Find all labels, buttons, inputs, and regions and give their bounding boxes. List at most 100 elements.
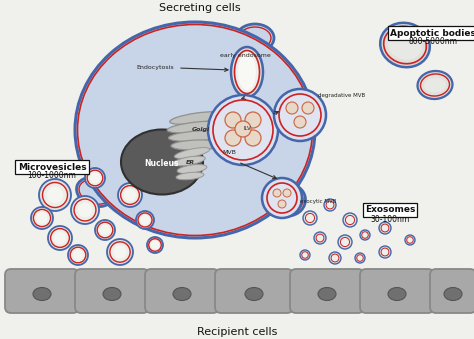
Circle shape xyxy=(365,205,375,215)
Circle shape xyxy=(357,255,363,261)
Ellipse shape xyxy=(231,47,263,97)
Circle shape xyxy=(300,250,310,260)
Ellipse shape xyxy=(420,74,449,96)
Circle shape xyxy=(147,237,163,253)
Circle shape xyxy=(405,235,415,245)
Text: Golgi: Golgi xyxy=(192,127,210,133)
Circle shape xyxy=(379,246,391,258)
Circle shape xyxy=(213,100,273,160)
Text: ILV: ILV xyxy=(243,126,251,131)
Circle shape xyxy=(274,89,326,141)
Ellipse shape xyxy=(121,129,203,195)
Circle shape xyxy=(305,214,315,222)
Text: exocytic MVB: exocytic MVB xyxy=(300,199,337,204)
Circle shape xyxy=(95,220,115,240)
Text: 800-5000nm: 800-5000nm xyxy=(409,38,457,46)
FancyBboxPatch shape xyxy=(145,269,219,313)
Circle shape xyxy=(267,183,297,213)
Circle shape xyxy=(34,210,51,226)
Circle shape xyxy=(70,247,86,263)
Circle shape xyxy=(329,252,341,264)
FancyBboxPatch shape xyxy=(215,269,293,313)
Ellipse shape xyxy=(33,287,51,300)
Circle shape xyxy=(379,222,391,234)
Circle shape xyxy=(121,186,139,204)
Circle shape xyxy=(262,178,302,218)
Ellipse shape xyxy=(171,140,223,150)
Circle shape xyxy=(279,94,321,136)
Circle shape xyxy=(149,239,161,251)
Circle shape xyxy=(235,121,251,137)
Ellipse shape xyxy=(388,287,406,300)
Circle shape xyxy=(225,112,241,128)
Ellipse shape xyxy=(424,78,446,93)
Ellipse shape xyxy=(380,23,430,67)
Circle shape xyxy=(324,199,336,211)
Circle shape xyxy=(245,112,261,128)
Circle shape xyxy=(136,211,154,229)
Circle shape xyxy=(124,189,136,201)
Ellipse shape xyxy=(238,54,256,90)
Circle shape xyxy=(46,187,64,203)
Ellipse shape xyxy=(388,30,422,60)
Ellipse shape xyxy=(289,94,321,122)
Circle shape xyxy=(340,237,349,246)
Circle shape xyxy=(90,173,100,183)
FancyBboxPatch shape xyxy=(430,269,474,313)
Circle shape xyxy=(68,245,88,265)
Text: 100-1000nm: 100-1000nm xyxy=(27,172,76,180)
Circle shape xyxy=(362,232,368,238)
Circle shape xyxy=(381,224,389,232)
Ellipse shape xyxy=(75,22,315,238)
Circle shape xyxy=(36,212,48,224)
FancyBboxPatch shape xyxy=(360,269,434,313)
Ellipse shape xyxy=(167,121,227,133)
Circle shape xyxy=(110,242,130,262)
Circle shape xyxy=(225,130,241,146)
Circle shape xyxy=(74,199,96,221)
Ellipse shape xyxy=(383,26,426,64)
Circle shape xyxy=(302,102,314,114)
FancyBboxPatch shape xyxy=(5,269,79,313)
Ellipse shape xyxy=(236,24,274,52)
Circle shape xyxy=(51,228,69,247)
Circle shape xyxy=(31,207,53,229)
Circle shape xyxy=(100,225,110,235)
Circle shape xyxy=(118,183,142,207)
Circle shape xyxy=(54,232,66,244)
Ellipse shape xyxy=(418,71,453,99)
Circle shape xyxy=(331,254,339,262)
Circle shape xyxy=(286,102,298,114)
Text: Apoptotic bodies: Apoptotic bodies xyxy=(390,28,474,38)
Circle shape xyxy=(407,237,413,243)
Circle shape xyxy=(78,203,92,217)
Circle shape xyxy=(283,189,291,197)
Text: early endosome: early endosome xyxy=(219,53,270,58)
Circle shape xyxy=(316,234,324,242)
Text: Nucleus: Nucleus xyxy=(145,159,179,167)
Circle shape xyxy=(97,222,113,238)
Text: Endocytosis: Endocytosis xyxy=(136,64,174,69)
Ellipse shape xyxy=(169,131,226,141)
Ellipse shape xyxy=(318,287,336,300)
Ellipse shape xyxy=(177,164,207,174)
Circle shape xyxy=(303,211,317,225)
Circle shape xyxy=(381,248,389,256)
Circle shape xyxy=(113,245,127,259)
Ellipse shape xyxy=(103,287,121,300)
Circle shape xyxy=(278,200,286,208)
Text: Secreting cells: Secreting cells xyxy=(159,3,241,13)
Circle shape xyxy=(140,215,150,225)
Circle shape xyxy=(326,201,334,209)
Circle shape xyxy=(138,213,152,227)
Ellipse shape xyxy=(271,184,305,216)
Circle shape xyxy=(43,182,67,207)
Circle shape xyxy=(273,189,281,197)
Circle shape xyxy=(48,226,72,250)
Text: Microvesicles: Microvesicles xyxy=(18,162,86,172)
Circle shape xyxy=(367,207,373,213)
Text: Exosomes: Exosomes xyxy=(365,205,415,215)
Circle shape xyxy=(71,196,99,224)
Text: degradative MVB: degradative MVB xyxy=(318,93,365,98)
Circle shape xyxy=(107,239,133,265)
